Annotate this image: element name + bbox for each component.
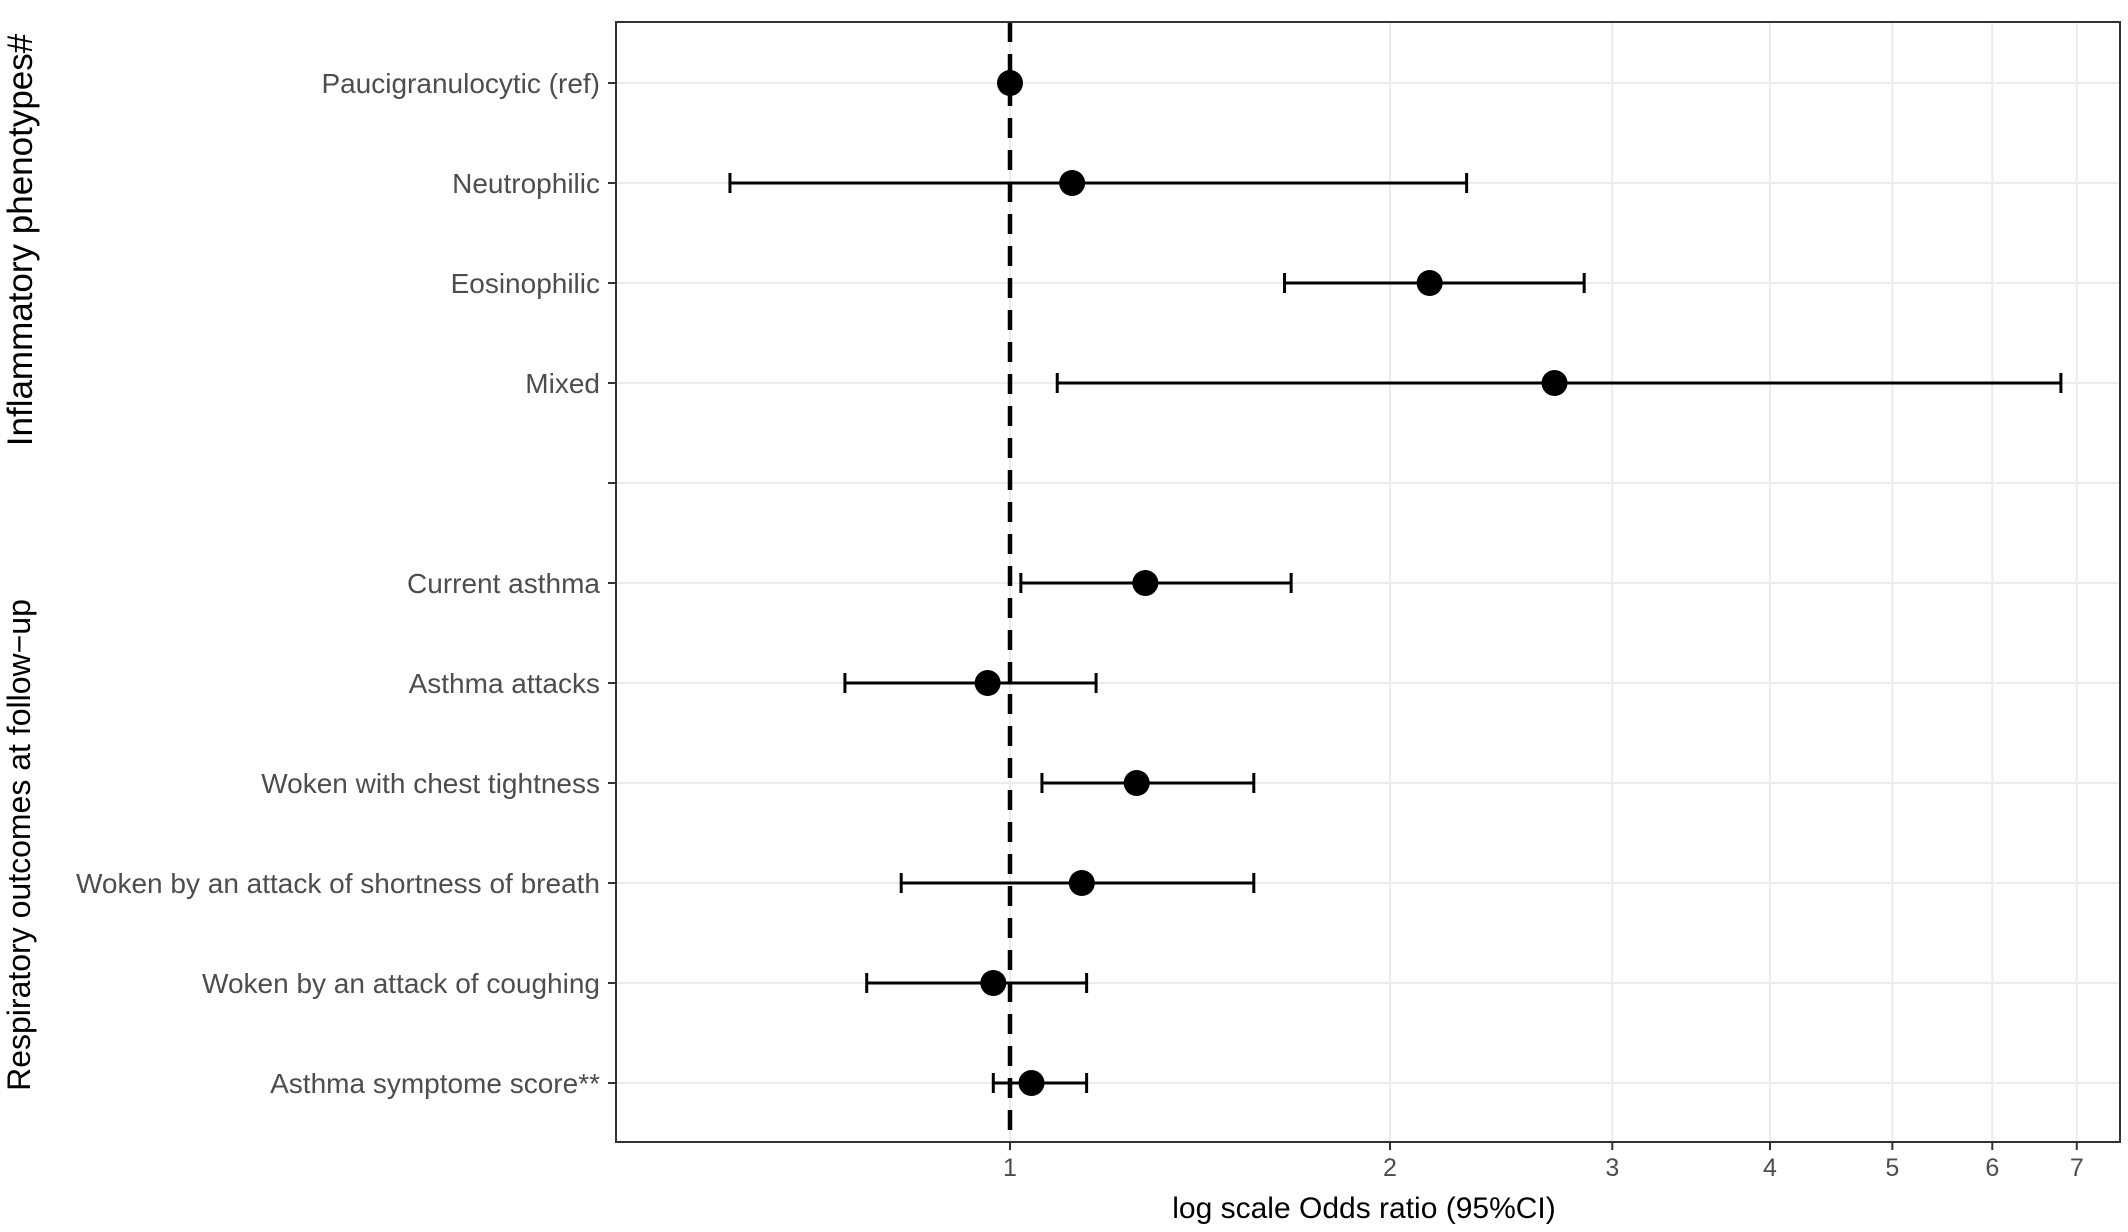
y-tick-label: Current asthma [407, 568, 600, 599]
odds-ratio-point [980, 970, 1007, 996]
odds-ratio-point [1018, 1070, 1045, 1096]
odds-ratio-point [1123, 770, 1150, 796]
y-tick-label: Asthma symptome score** [270, 1068, 600, 1099]
y-tick-label: Neutrophilic [452, 168, 600, 199]
odds-ratio-point [1059, 170, 1086, 196]
x-tick-label: 6 [1985, 1154, 1999, 1182]
x-tick-label: 7 [2070, 1154, 2084, 1182]
odds-ratio-point [1416, 270, 1443, 296]
data-layer [728, 70, 2063, 1096]
y-tick-label: Eosinophilic [451, 268, 600, 299]
odds-ratio-point [1132, 570, 1159, 596]
x-tick-label: 3 [1605, 1154, 1619, 1182]
group-title-inflammatory-phenotypes: Inflammatory phenotypes# [1, 33, 40, 446]
grid-layer [616, 22, 2120, 1142]
odds-ratio-point [974, 670, 1001, 696]
odds-ratio-point [1068, 870, 1095, 896]
x-tick-label: 2 [1383, 1154, 1397, 1182]
y-tick-label: Paucigranulocytic (ref) [321, 68, 600, 99]
x-tick-label: 1 [1003, 1154, 1017, 1182]
x-axis-title: log scale Odds ratio (95%CI) [1172, 1192, 1556, 1225]
y-tick-label: Mixed [525, 368, 600, 399]
y-tick-label: Asthma attacks [409, 668, 600, 699]
x-tick-label: 5 [1885, 1154, 1899, 1182]
y-tick-label: Woken with chest tightness [261, 768, 600, 799]
axis-layer: Paucigranulocytic (ref) Neutrophilic Eosin… [76, 68, 2084, 1182]
x-tick-label: 4 [1763, 1154, 1777, 1182]
group-title-respiratory-outcomes: Respiratory outcomes at follow−up [1, 599, 37, 1091]
odds-ratio-point [997, 70, 1023, 96]
odds-ratio-point [1541, 370, 1568, 396]
y-tick-label: Woken by an attack of shortness of breat… [76, 868, 600, 899]
y-tick-label: Woken by an attack of coughing [202, 968, 600, 999]
